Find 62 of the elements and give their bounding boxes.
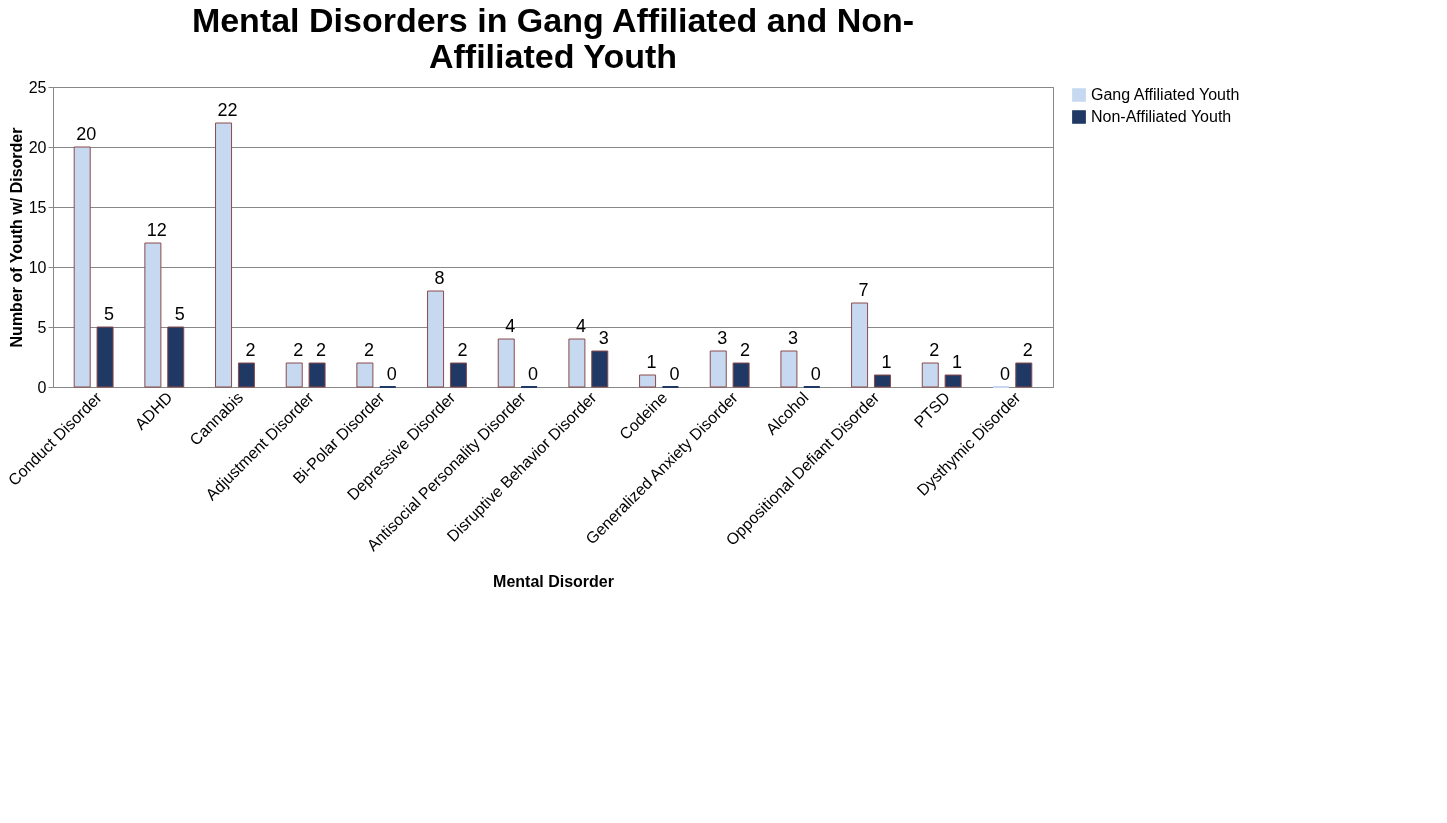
x-axis-title: Mental Disorder (493, 573, 614, 591)
data-label: 22 (217, 100, 238, 120)
bar (497, 338, 515, 388)
bar (73, 146, 91, 388)
data-label: 5 (174, 304, 185, 324)
data-label: 2 (929, 340, 940, 360)
bar (851, 302, 869, 388)
data-label: 1 (881, 352, 892, 372)
data-label: 0 (669, 364, 680, 384)
data-label: 4 (505, 316, 516, 336)
bar (285, 362, 303, 388)
bar (732, 362, 750, 388)
data-label: 0 (386, 364, 397, 384)
legend-label: Non-Affiliated Youth (1091, 108, 1232, 125)
legend-label: Gang Affiliated Youth (1091, 86, 1240, 103)
data-label: 20 (76, 124, 97, 144)
bar (215, 122, 233, 388)
bar (144, 242, 162, 388)
data-label: 0 (810, 364, 821, 384)
bar (921, 362, 939, 388)
data-label: 0 (528, 364, 539, 384)
bar (780, 350, 798, 388)
data-label: 2 (1022, 340, 1033, 360)
data-label: 2 (316, 340, 327, 360)
bar (944, 374, 962, 388)
bar (1015, 362, 1033, 388)
data-label: 2 (363, 340, 374, 360)
bar (356, 362, 374, 388)
data-label: 2 (245, 340, 256, 360)
y-tick-label: 25 (28, 78, 47, 96)
data-label: 3 (787, 328, 798, 348)
bar (167, 326, 185, 388)
data-label: 1 (646, 352, 657, 372)
data-label: 7 (858, 280, 869, 300)
y-tick-label: 20 (28, 138, 47, 156)
bar (96, 326, 114, 388)
bar (568, 338, 586, 388)
bar (237, 362, 255, 388)
data-label: 5 (104, 304, 115, 324)
data-label: 1 (952, 352, 963, 372)
bar (873, 374, 891, 388)
data-label: 3 (598, 328, 609, 348)
data-label: 2 (457, 340, 468, 360)
bar (709, 350, 727, 388)
bar (449, 362, 467, 388)
y-axis-title: Number of Youth w/ Disorder (7, 127, 25, 348)
data-label: 12 (146, 220, 167, 240)
y-tick-label: 0 (37, 378, 47, 396)
bar (308, 362, 326, 388)
y-tick-label: 15 (28, 198, 47, 216)
bar (427, 290, 445, 388)
data-label: 8 (434, 268, 445, 288)
data-label: 2 (740, 340, 751, 360)
data-label: 4 (575, 316, 586, 336)
data-label: 0 (999, 364, 1010, 384)
data-label: 3 (717, 328, 728, 348)
y-tick-label: 10 (28, 258, 47, 276)
chart-title: Mental Disorders in Gang Affiliated and Non-Affiliated Youth (191, 1, 915, 75)
bar (639, 374, 657, 388)
y-tick-label: 5 (37, 318, 47, 336)
bar (591, 350, 609, 388)
data-label: 2 (293, 340, 304, 360)
